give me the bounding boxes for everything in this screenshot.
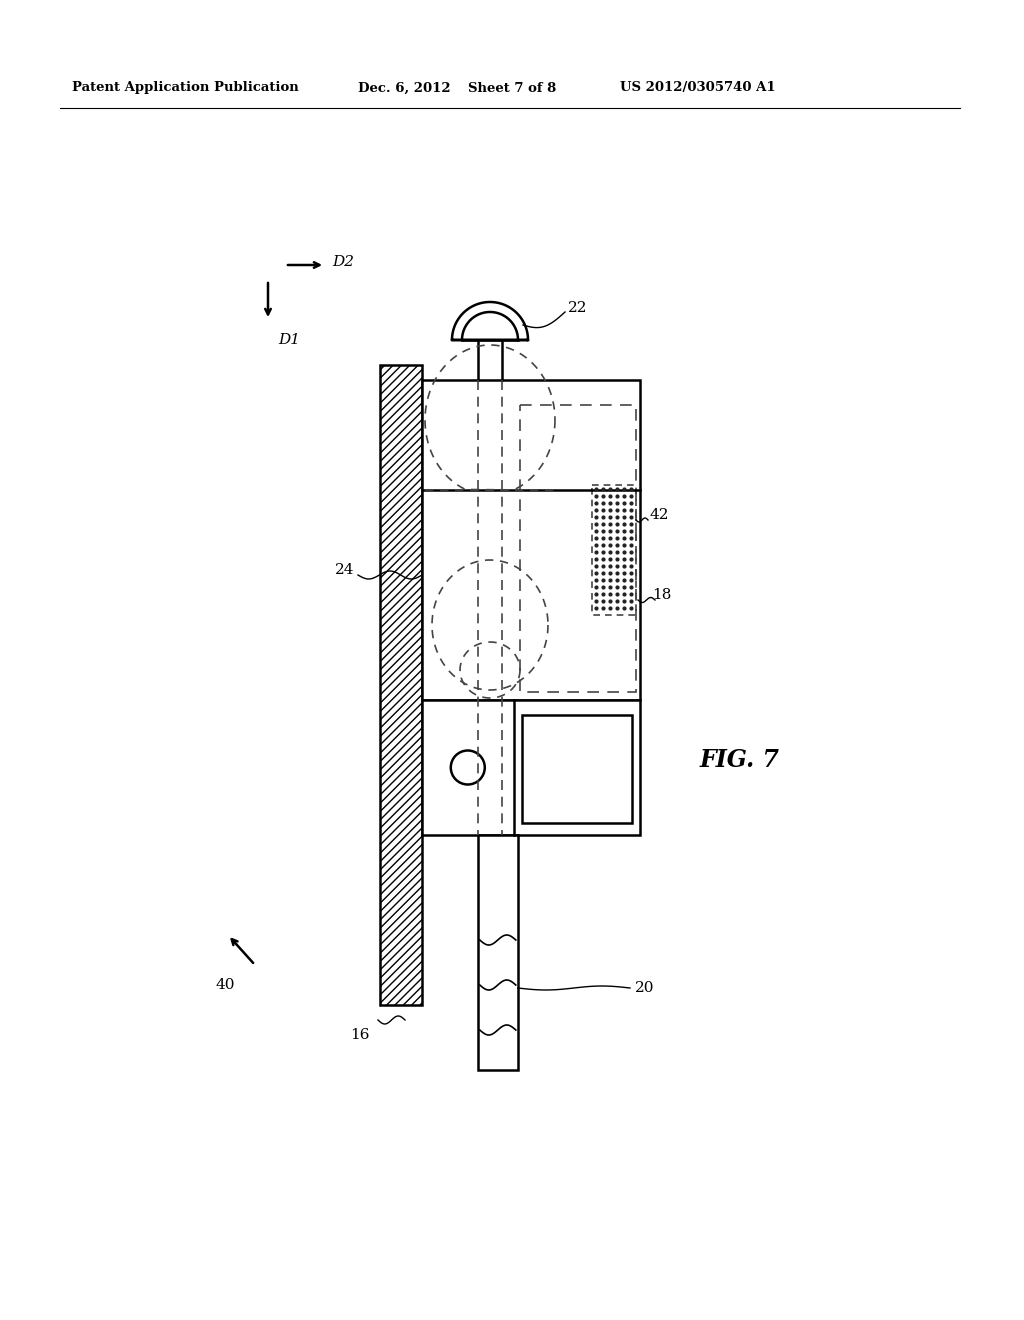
- Text: D2: D2: [332, 255, 354, 269]
- Polygon shape: [521, 715, 632, 822]
- Text: US 2012/0305740 A1: US 2012/0305740 A1: [620, 82, 775, 95]
- Text: D1: D1: [278, 333, 300, 347]
- Text: Patent Application Publication: Patent Application Publication: [72, 82, 299, 95]
- Polygon shape: [422, 700, 640, 836]
- Text: 24: 24: [335, 564, 354, 577]
- Text: Sheet 7 of 8: Sheet 7 of 8: [468, 82, 556, 95]
- Text: 20: 20: [635, 981, 654, 995]
- Polygon shape: [380, 366, 422, 1005]
- Text: 40: 40: [215, 978, 234, 993]
- Circle shape: [451, 751, 484, 784]
- Text: Dec. 6, 2012: Dec. 6, 2012: [358, 82, 451, 95]
- Polygon shape: [422, 380, 640, 700]
- Polygon shape: [478, 836, 518, 1071]
- Text: 42: 42: [650, 508, 670, 521]
- Text: 22: 22: [568, 301, 588, 315]
- Text: 16: 16: [350, 1028, 370, 1041]
- Text: FIG. 7: FIG. 7: [700, 748, 780, 772]
- Text: 18: 18: [652, 587, 672, 602]
